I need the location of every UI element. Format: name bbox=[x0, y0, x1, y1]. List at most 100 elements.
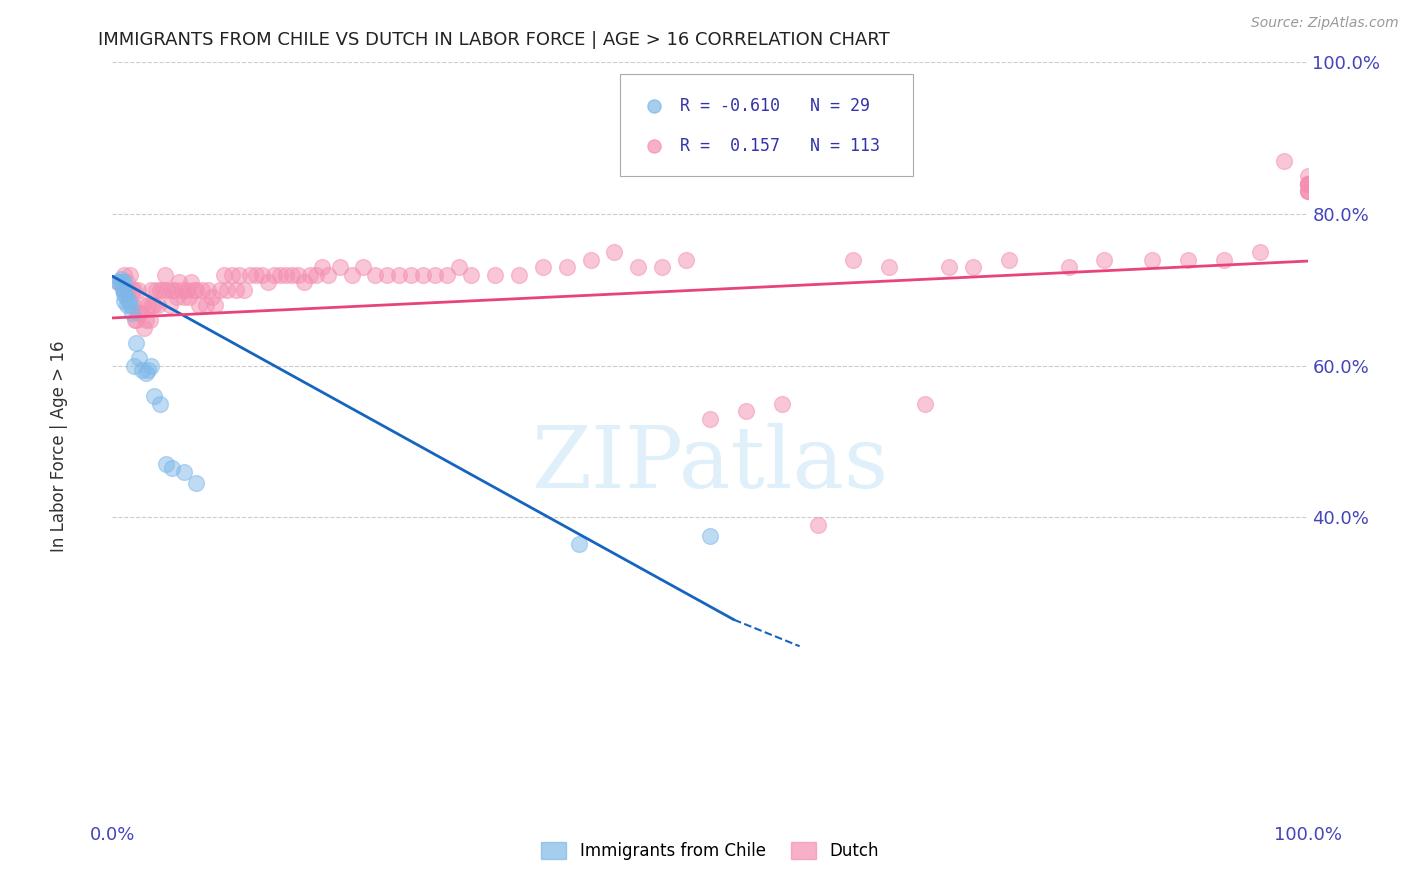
Point bbox=[149, 283, 172, 297]
Point bbox=[120, 268, 142, 282]
Point bbox=[377, 268, 399, 282]
Point bbox=[173, 291, 195, 305]
Point bbox=[1142, 252, 1164, 267]
Point bbox=[125, 335, 148, 350]
Point bbox=[1296, 177, 1319, 191]
Point bbox=[412, 268, 434, 282]
Point bbox=[842, 252, 865, 267]
Point bbox=[162, 461, 183, 475]
Point bbox=[603, 244, 626, 259]
Point bbox=[122, 359, 145, 373]
Point bbox=[173, 465, 195, 479]
Point bbox=[460, 268, 482, 282]
Point bbox=[555, 260, 578, 275]
Point bbox=[131, 298, 153, 312]
Point bbox=[156, 283, 179, 297]
Point bbox=[217, 283, 239, 297]
Point bbox=[329, 260, 352, 275]
Point bbox=[1296, 184, 1319, 198]
Point bbox=[212, 268, 235, 282]
Point bbox=[111, 275, 134, 289]
Point bbox=[998, 252, 1021, 267]
Point bbox=[770, 396, 793, 410]
Point bbox=[112, 283, 135, 297]
Point bbox=[1057, 260, 1080, 275]
Point bbox=[292, 275, 315, 289]
Point bbox=[735, 404, 758, 418]
Point bbox=[1296, 177, 1319, 191]
Point bbox=[141, 298, 163, 312]
Point bbox=[118, 294, 141, 309]
Point bbox=[305, 268, 328, 282]
Point bbox=[121, 298, 143, 312]
Point bbox=[125, 313, 148, 327]
Point bbox=[201, 291, 224, 305]
Point bbox=[568, 537, 591, 551]
Point bbox=[245, 268, 267, 282]
FancyBboxPatch shape bbox=[620, 74, 914, 177]
Point bbox=[675, 252, 697, 267]
Point bbox=[149, 396, 172, 410]
Point bbox=[121, 283, 143, 297]
Point bbox=[187, 298, 209, 312]
Point bbox=[117, 283, 139, 297]
Point bbox=[120, 298, 142, 312]
Point bbox=[114, 283, 135, 297]
Point bbox=[233, 283, 256, 297]
Point bbox=[143, 389, 166, 403]
Point bbox=[221, 268, 243, 282]
Point bbox=[269, 268, 291, 282]
Point bbox=[316, 268, 339, 282]
Point bbox=[281, 268, 304, 282]
Point bbox=[879, 260, 901, 275]
Point bbox=[1213, 252, 1236, 267]
Point bbox=[108, 275, 131, 289]
Point bbox=[807, 517, 830, 532]
Point bbox=[197, 283, 219, 297]
Legend: Immigrants from Chile, Dutch: Immigrants from Chile, Dutch bbox=[534, 836, 886, 867]
Point bbox=[166, 291, 188, 305]
Point bbox=[1296, 169, 1319, 184]
Point bbox=[194, 298, 217, 312]
Point bbox=[914, 396, 936, 410]
Point bbox=[699, 529, 721, 543]
Point bbox=[155, 458, 177, 472]
Point bbox=[107, 275, 129, 289]
Point bbox=[364, 268, 387, 282]
Point bbox=[1249, 244, 1271, 259]
Point bbox=[135, 366, 157, 380]
Point bbox=[209, 283, 232, 297]
Point bbox=[124, 313, 146, 327]
Point bbox=[962, 260, 984, 275]
Point bbox=[114, 286, 135, 301]
Text: In Labor Force | Age > 16: In Labor Force | Age > 16 bbox=[51, 340, 67, 552]
Point bbox=[122, 283, 145, 297]
Point bbox=[298, 268, 321, 282]
Point bbox=[643, 99, 665, 113]
Point bbox=[129, 305, 152, 319]
Point bbox=[143, 298, 166, 312]
Point bbox=[1094, 252, 1116, 267]
Point bbox=[128, 305, 150, 319]
Point bbox=[169, 275, 191, 289]
Point bbox=[131, 362, 153, 376]
Point bbox=[121, 305, 143, 319]
Point bbox=[115, 275, 138, 289]
Point bbox=[643, 138, 665, 153]
Point bbox=[425, 268, 447, 282]
Point bbox=[114, 294, 135, 309]
Point bbox=[153, 268, 176, 282]
Point bbox=[447, 260, 470, 275]
Point bbox=[263, 268, 285, 282]
Point bbox=[180, 275, 202, 289]
Point bbox=[127, 283, 149, 297]
Point bbox=[107, 275, 129, 289]
Point bbox=[186, 476, 208, 491]
Point bbox=[484, 268, 506, 282]
Point bbox=[138, 313, 160, 327]
Text: IMMIGRANTS FROM CHILE VS DUTCH IN LABOR FORCE | AGE > 16 CORRELATION CHART: IMMIGRANTS FROM CHILE VS DUTCH IN LABOR … bbox=[98, 31, 890, 49]
Point bbox=[163, 283, 186, 297]
Text: R =  0.157   N = 113: R = 0.157 N = 113 bbox=[681, 136, 880, 155]
Point bbox=[1296, 184, 1319, 198]
Point bbox=[225, 283, 247, 297]
